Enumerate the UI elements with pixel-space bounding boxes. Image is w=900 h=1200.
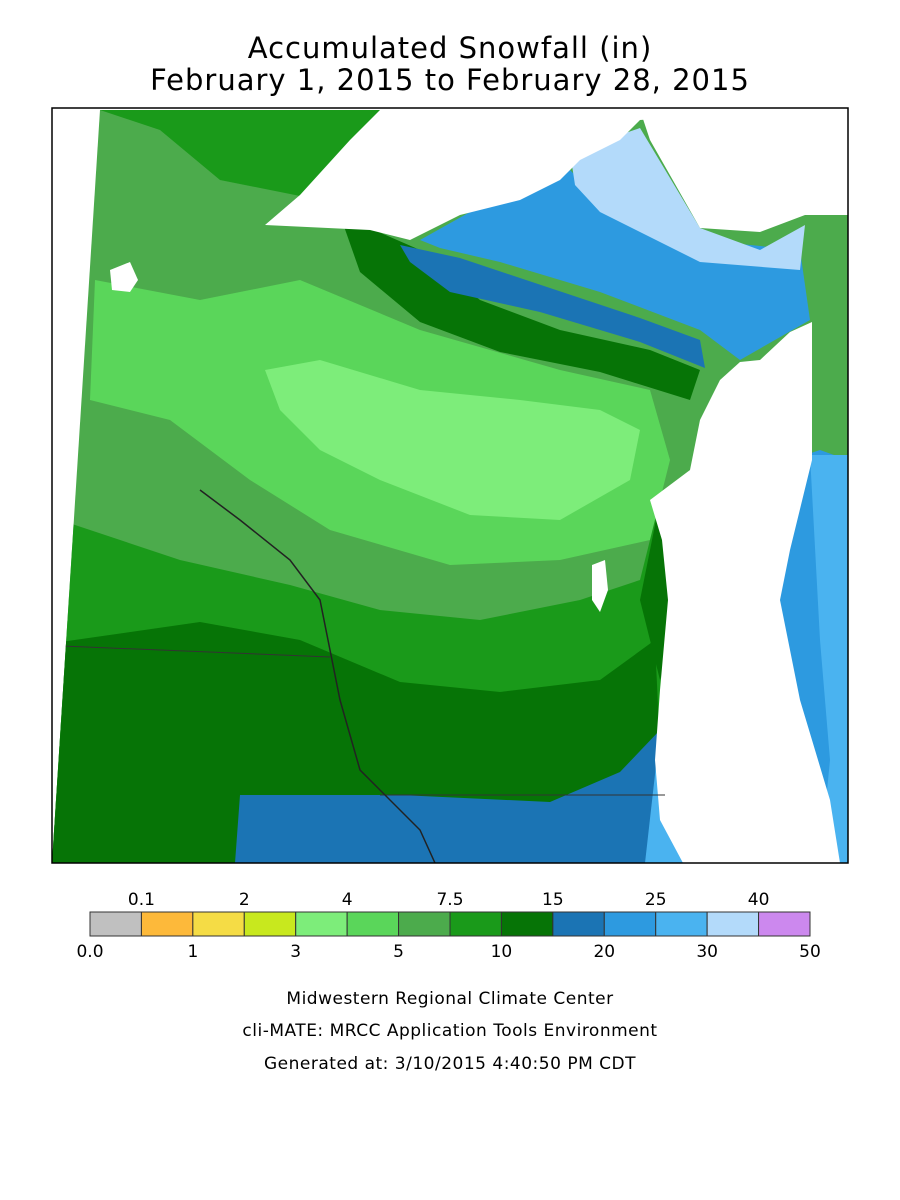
lake-superior <box>265 110 780 240</box>
zone <box>570 128 805 270</box>
legend-swatch <box>192 911 245 937</box>
footer-line: Midwestern Regional Climate Center <box>286 989 613 1009</box>
lake <box>592 560 608 612</box>
legend-swatch <box>655 911 708 937</box>
legend-swatch <box>398 911 451 937</box>
legend-label: 3 <box>290 942 301 962</box>
zone <box>235 730 668 863</box>
legend-swatch <box>140 911 194 937</box>
lake-michigan <box>650 322 840 863</box>
zone <box>810 455 848 863</box>
legend-swatch <box>603 911 657 937</box>
legend-swatch <box>295 911 348 937</box>
snowfall-map <box>52 110 848 863</box>
legend-label: 20 <box>593 942 615 962</box>
subtitle: February 1, 2015 to February 28, 2015 <box>150 63 750 97</box>
legend: 0.0 0.1 1 2 3 4 5 7.5 10 15 20 25 30 40 50 <box>76 890 820 962</box>
legend-label: 5 <box>393 942 404 962</box>
zone <box>265 360 640 520</box>
legend-label: 15 <box>542 890 564 910</box>
legend-swatch <box>500 911 554 937</box>
legend-swatch <box>758 911 811 937</box>
legend-label: 40 <box>748 890 770 910</box>
footer-line: Generated at: 3/10/2015 4:40:50 PM CDT <box>264 1054 636 1074</box>
legend-label: 1 <box>187 942 198 962</box>
legend-swatch <box>552 911 605 937</box>
footer-line: cli-MATE: MRCC Application Tools Environ… <box>242 1021 657 1041</box>
legend-label: 0.0 <box>76 942 103 962</box>
legend-swatch <box>346 911 400 937</box>
lake <box>110 262 138 292</box>
canada <box>640 110 848 232</box>
legend-label: 4 <box>342 890 353 910</box>
zone <box>100 110 380 200</box>
title: Accumulated Snowfall (in) <box>248 31 653 65</box>
legend-label: 2 <box>239 890 250 910</box>
legend-label: 10 <box>491 942 513 962</box>
legend-swatch <box>449 911 502 937</box>
legend-label: 30 <box>696 942 718 962</box>
legend-swatch <box>89 911 142 937</box>
legend-label: 25 <box>645 890 667 910</box>
legend-swatch <box>706 911 760 937</box>
state-line <box>61 645 331 658</box>
legend-swatch <box>243 911 297 937</box>
legend-label: 7.5 <box>436 890 463 910</box>
legend-label: 50 <box>799 942 821 962</box>
map-frame <box>51 107 849 864</box>
river <box>199 489 436 863</box>
zone <box>420 170 810 360</box>
zone <box>400 245 705 368</box>
legend-label: 0.1 <box>128 890 155 910</box>
